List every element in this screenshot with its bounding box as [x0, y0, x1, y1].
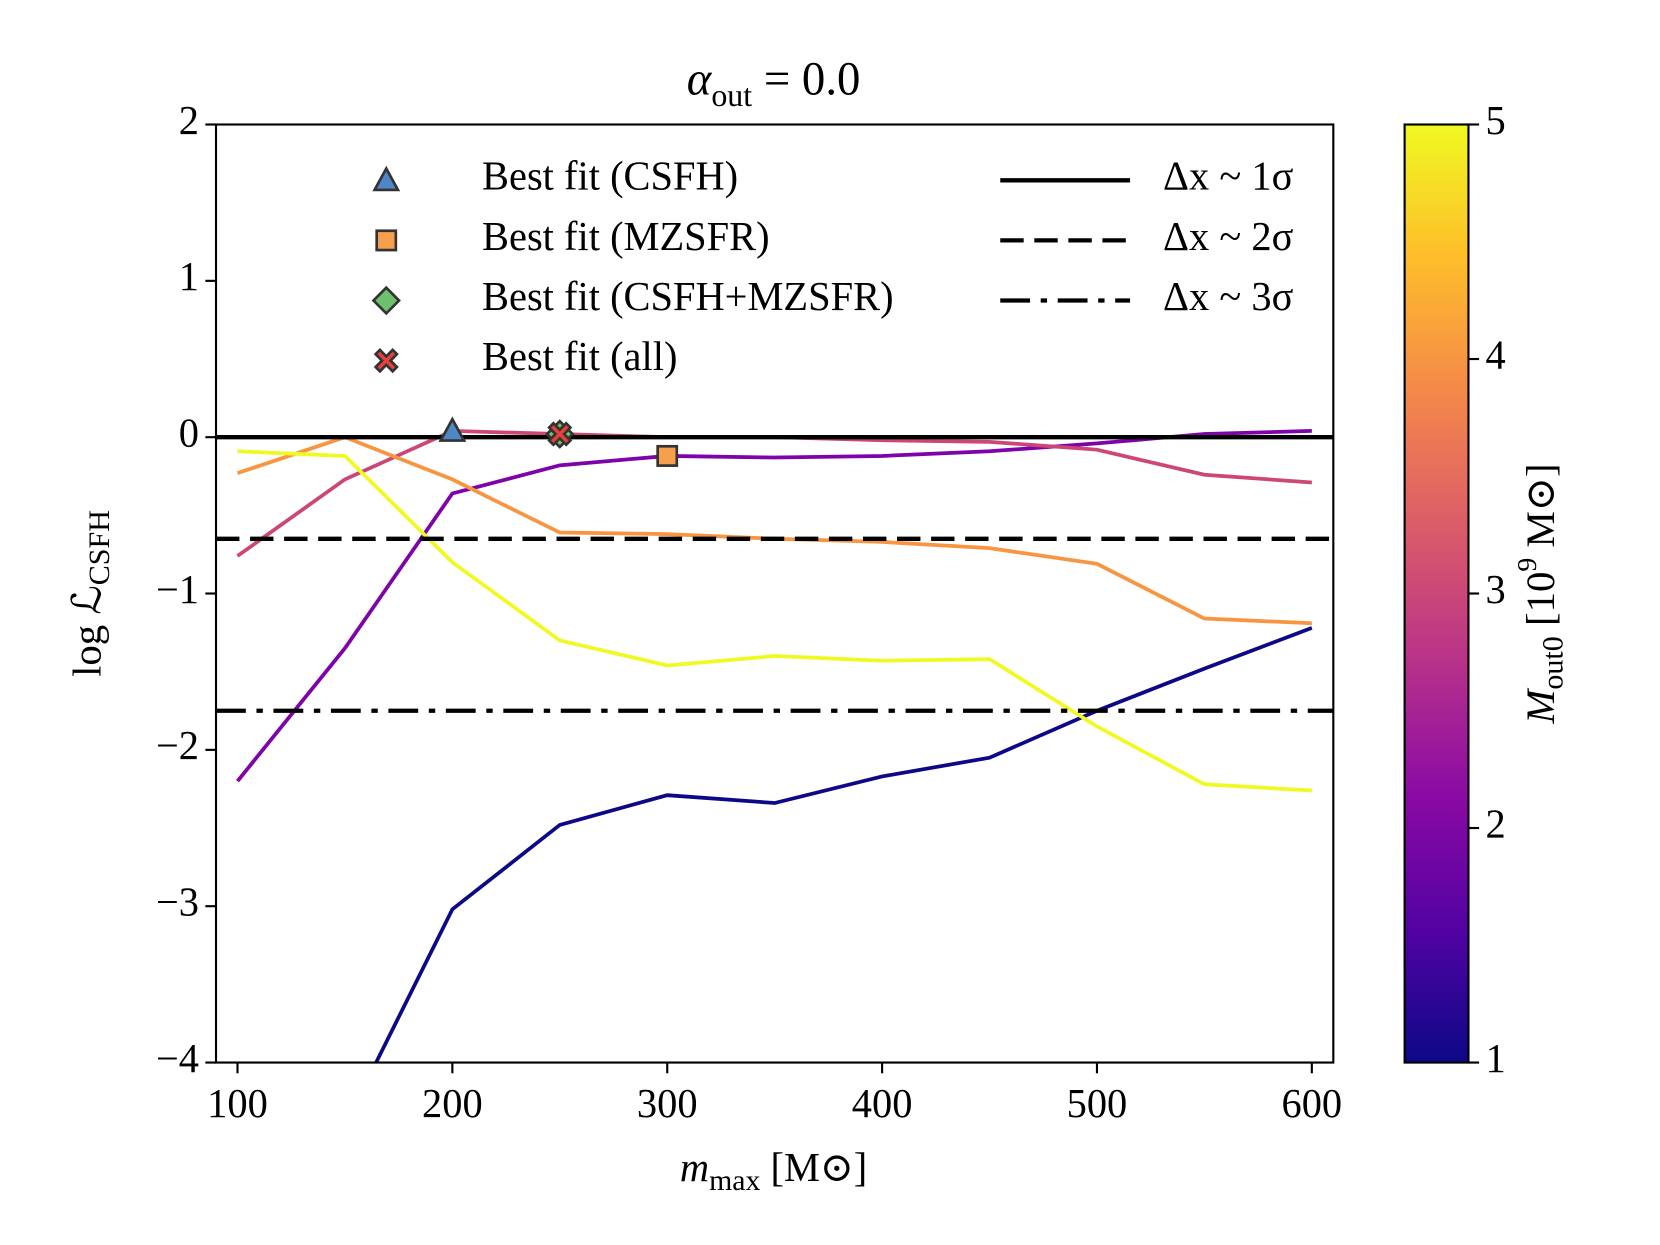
x-tick-label: 300: [637, 1081, 698, 1126]
best-fit-marker: [438, 416, 467, 442]
y-tick-label: −4: [156, 1036, 199, 1081]
x-tick-label: 100: [207, 1081, 268, 1126]
legend-label: Δx ~ 3σ: [1163, 274, 1293, 319]
colorbar-tick-label: 4: [1485, 332, 1505, 377]
legend-label: Best fit (CSFH+MZSFR): [482, 274, 894, 319]
plot-frame: [214, 123, 1335, 1064]
colorbar-tick-label: 1: [1485, 1036, 1505, 1081]
colorbar-label: Mout0 [109 M⊙]: [1513, 463, 1570, 724]
curve: [236, 435, 1312, 626]
y-tick-label: 1: [179, 254, 199, 299]
y-axis-label: log ℒCSFH: [65, 510, 116, 677]
best-fit-marker: [547, 421, 573, 447]
colorbar-tick-label: 3: [1485, 567, 1505, 612]
y-tick-label: 0: [179, 410, 199, 455]
legend-marker: [371, 285, 401, 316]
legend-marker: [373, 347, 399, 374]
legend-marker: [375, 229, 398, 252]
legend-label: Δx ~ 1σ: [1163, 154, 1293, 199]
x-tick-label: 500: [1067, 1081, 1128, 1126]
colorbar-tick-label: 5: [1485, 98, 1505, 143]
y-tick-label: −1: [156, 567, 199, 612]
y-tick-label: −2: [156, 723, 199, 768]
colorbar-tick-label: 2: [1485, 801, 1505, 846]
y-tick-label: −3: [156, 879, 199, 924]
curve: [373, 626, 1313, 1063]
best-fit-marker: [656, 444, 679, 467]
curve: [237, 449, 1312, 793]
y-tick-label: 2: [179, 98, 199, 143]
x-axis-label: mmax [M⊙]: [680, 1145, 867, 1196]
x-tick-label: 200: [422, 1081, 483, 1126]
legend-label: Best fit (MZSFR): [482, 214, 770, 259]
x-tick-label: 600: [1282, 1081, 1343, 1126]
x-tick-label: 400: [852, 1081, 913, 1126]
curve: [236, 429, 1312, 783]
legend-marker: [372, 165, 401, 192]
legend-label: Δx ~ 2σ: [1163, 214, 1293, 259]
legend-label: Best fit (CSFH): [482, 154, 738, 199]
plot-area: [236, 429, 1313, 1063]
chart-title: αout = 0.0: [687, 53, 861, 113]
legend-label: Best fit (all): [482, 334, 677, 379]
colorbar: [1403, 123, 1470, 1064]
